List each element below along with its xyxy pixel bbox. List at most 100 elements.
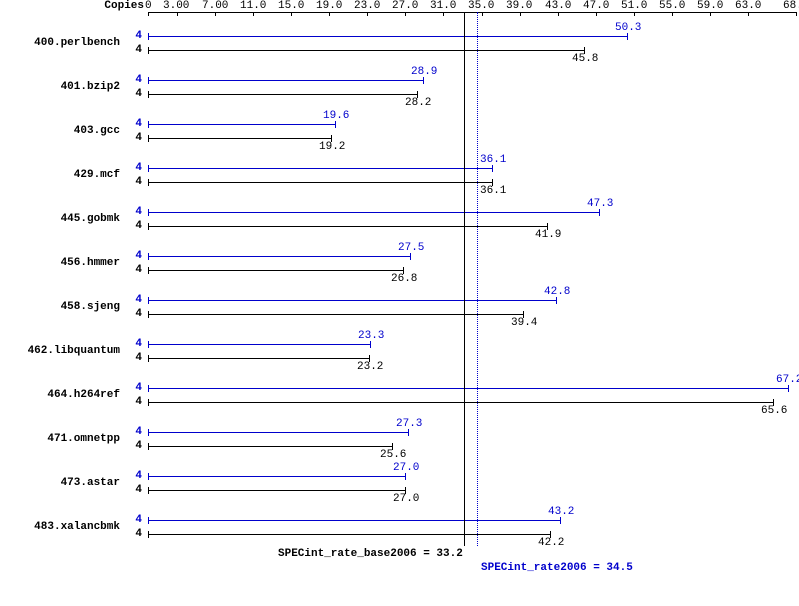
copies-peak: 4 bbox=[128, 162, 142, 174]
bar-peak-startcap bbox=[148, 517, 149, 524]
x-axis-tick bbox=[634, 12, 635, 16]
bar-base-startcap bbox=[148, 91, 149, 98]
bar-base bbox=[148, 402, 773, 403]
bar-base bbox=[148, 270, 403, 271]
bar-peak-startcap bbox=[148, 77, 149, 84]
benchmark-name: 456.hmmer bbox=[61, 257, 120, 269]
x-axis-tick bbox=[520, 12, 521, 16]
copies-base: 4 bbox=[128, 264, 142, 276]
bar-peak bbox=[148, 80, 423, 81]
x-axis-label: 63.0 bbox=[735, 0, 761, 12]
bar-base bbox=[148, 182, 492, 183]
copies-base: 4 bbox=[128, 528, 142, 540]
bar-base bbox=[148, 226, 547, 227]
value-base: 26.8 bbox=[391, 273, 417, 285]
x-axis-tick bbox=[482, 12, 483, 16]
bar-base-startcap bbox=[148, 443, 149, 450]
copies-header: Copies bbox=[104, 0, 144, 12]
value-base: 23.2 bbox=[357, 361, 383, 373]
copies-base: 4 bbox=[128, 396, 142, 408]
value-base: 25.6 bbox=[380, 449, 406, 461]
x-axis-tick bbox=[558, 12, 559, 16]
bar-peak-endcap bbox=[556, 297, 557, 304]
copies-peak: 4 bbox=[128, 30, 142, 42]
x-axis-label: 59.0 bbox=[697, 0, 723, 12]
copies-base: 4 bbox=[128, 176, 142, 188]
value-peak: 36.1 bbox=[480, 154, 506, 166]
x-axis-label: 55.0 bbox=[659, 0, 685, 12]
x-axis-tick bbox=[710, 12, 711, 16]
copies-peak: 4 bbox=[128, 74, 142, 86]
benchmark-name: 445.gobmk bbox=[61, 213, 120, 225]
x-axis-label: 47.0 bbox=[583, 0, 609, 12]
bar-peak bbox=[148, 256, 410, 257]
x-axis-tick bbox=[748, 12, 749, 16]
bar-base-startcap bbox=[148, 47, 149, 54]
value-peak: 28.9 bbox=[411, 66, 437, 78]
bar-peak-startcap bbox=[148, 473, 149, 480]
copies-base: 4 bbox=[128, 132, 142, 144]
spec-rate-chart: 03.007.0011.015.019.023.027.031.035.039.… bbox=[0, 0, 799, 606]
value-base: 39.4 bbox=[511, 317, 537, 329]
copies-peak: 4 bbox=[128, 338, 142, 350]
bar-base-startcap bbox=[148, 355, 149, 362]
benchmark-name: 400.perlbench bbox=[34, 37, 120, 49]
benchmark-name: 462.libquantum bbox=[28, 345, 120, 357]
value-peak: 27.0 bbox=[393, 462, 419, 474]
copies-peak: 4 bbox=[128, 514, 142, 526]
bar-peak-startcap bbox=[148, 209, 149, 216]
value-base: 36.1 bbox=[480, 185, 506, 197]
copies-base: 4 bbox=[128, 308, 142, 320]
x-axis-tick bbox=[291, 12, 292, 16]
benchmark-name: 483.xalancbmk bbox=[34, 521, 120, 533]
x-axis-tick bbox=[443, 12, 444, 16]
benchmark-name: 471.omnetpp bbox=[47, 433, 120, 445]
bar-base bbox=[148, 50, 584, 51]
x-axis-label: 3.00 bbox=[163, 0, 189, 12]
bar-peak-startcap bbox=[148, 253, 149, 260]
x-axis-label: 0 bbox=[145, 0, 152, 12]
value-base: 42.2 bbox=[538, 537, 564, 549]
x-axis-label: 23.0 bbox=[354, 0, 380, 12]
value-base: 41.9 bbox=[535, 229, 561, 241]
bar-peak-endcap bbox=[627, 33, 628, 40]
copies-peak: 4 bbox=[128, 426, 142, 438]
bar-base-startcap bbox=[148, 267, 149, 274]
bar-peak-startcap bbox=[148, 341, 149, 348]
reference-label: SPECint_rate2006 = 34.5 bbox=[481, 562, 633, 574]
bar-peak bbox=[148, 124, 335, 125]
bar-peak-endcap bbox=[423, 77, 424, 84]
bar-peak-endcap bbox=[405, 473, 406, 480]
copies-peak: 4 bbox=[128, 294, 142, 306]
copies-peak: 4 bbox=[128, 382, 142, 394]
bar-peak-startcap bbox=[148, 121, 149, 128]
value-peak: 47.3 bbox=[587, 198, 613, 210]
x-axis-label: 39.0 bbox=[506, 0, 532, 12]
bar-base bbox=[148, 358, 369, 359]
bar-peak-endcap bbox=[370, 341, 371, 348]
x-axis-tick bbox=[596, 12, 597, 16]
bar-peak bbox=[148, 212, 599, 213]
x-axis-label: 19.0 bbox=[316, 0, 342, 12]
bar-base-startcap bbox=[148, 399, 149, 406]
value-peak: 67.2 bbox=[776, 374, 799, 386]
bar-peak-endcap bbox=[492, 165, 493, 172]
bar-base-startcap bbox=[148, 487, 149, 494]
copies-base: 4 bbox=[128, 88, 142, 100]
bar-peak bbox=[148, 36, 627, 37]
bar-peak-startcap bbox=[148, 297, 149, 304]
bar-base-startcap bbox=[148, 135, 149, 142]
copies-base: 4 bbox=[128, 440, 142, 452]
x-axis-label: 35.0 bbox=[468, 0, 494, 12]
value-base: 45.8 bbox=[572, 53, 598, 65]
bar-peak-endcap bbox=[410, 253, 411, 260]
x-axis-label: 31.0 bbox=[430, 0, 456, 12]
bar-base bbox=[148, 138, 331, 139]
bar-base bbox=[148, 446, 392, 447]
bar-peak bbox=[148, 520, 560, 521]
reference-line bbox=[477, 12, 478, 546]
copies-peak: 4 bbox=[128, 250, 142, 262]
bar-peak bbox=[148, 432, 408, 433]
x-axis-tick bbox=[148, 12, 149, 16]
bar-peak-startcap bbox=[148, 385, 149, 392]
